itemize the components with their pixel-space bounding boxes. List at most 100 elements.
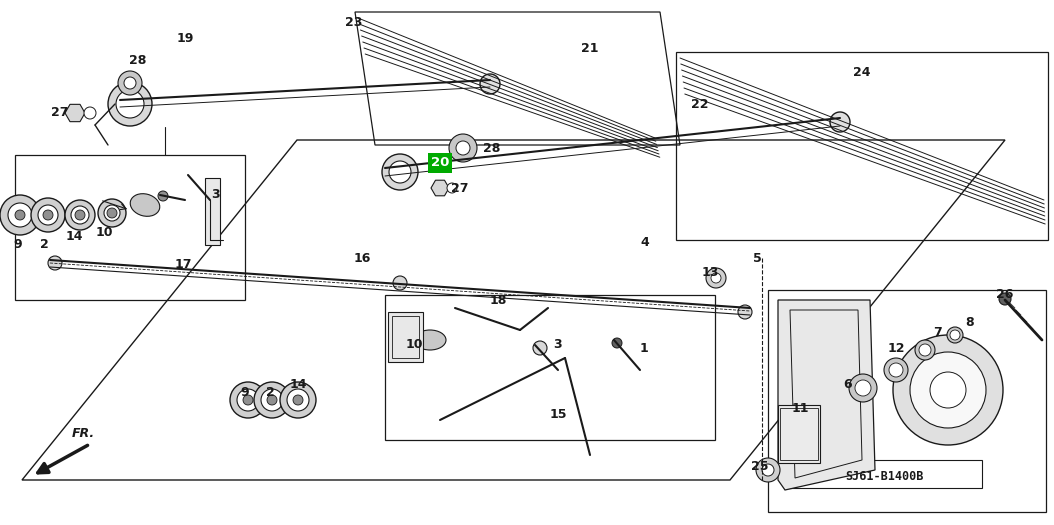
Circle shape — [919, 344, 931, 356]
Circle shape — [910, 352, 985, 428]
Circle shape — [8, 203, 32, 227]
Bar — [15, 155, 245, 300]
Text: 3: 3 — [211, 188, 219, 202]
Text: 22: 22 — [691, 98, 708, 110]
Circle shape — [116, 90, 144, 118]
Text: 21: 21 — [581, 41, 599, 55]
Text: 27: 27 — [451, 182, 469, 194]
Circle shape — [946, 327, 963, 343]
Text: 24: 24 — [854, 66, 871, 79]
Circle shape — [293, 395, 302, 405]
Text: 18: 18 — [489, 293, 507, 307]
Text: 15: 15 — [549, 408, 567, 422]
Circle shape — [84, 107, 96, 119]
Text: 17: 17 — [174, 258, 192, 271]
Text: 27: 27 — [52, 107, 69, 120]
Text: 10: 10 — [405, 339, 423, 352]
Circle shape — [738, 305, 752, 319]
Circle shape — [243, 395, 253, 405]
Circle shape — [254, 382, 290, 418]
Text: 2: 2 — [40, 238, 48, 251]
Text: 11: 11 — [792, 402, 808, 415]
Text: 3: 3 — [553, 338, 563, 351]
Text: 9: 9 — [14, 238, 22, 251]
Text: FR.: FR. — [72, 427, 95, 440]
Text: 14: 14 — [65, 230, 83, 244]
Text: 10: 10 — [95, 226, 113, 238]
Circle shape — [382, 154, 418, 190]
Circle shape — [612, 338, 622, 348]
Text: 4: 4 — [641, 236, 649, 249]
Text: 20: 20 — [431, 156, 449, 170]
Circle shape — [829, 112, 850, 132]
Circle shape — [261, 389, 284, 411]
Circle shape — [71, 206, 89, 224]
Circle shape — [762, 464, 774, 476]
Circle shape — [237, 389, 259, 411]
Text: 9: 9 — [240, 385, 250, 398]
Text: 2: 2 — [266, 385, 274, 398]
Circle shape — [230, 382, 266, 418]
Text: 1: 1 — [640, 341, 648, 354]
Bar — [388, 312, 423, 362]
Circle shape — [447, 183, 457, 193]
Circle shape — [449, 134, 477, 162]
Circle shape — [756, 458, 780, 482]
Bar — [392, 316, 419, 358]
Circle shape — [706, 268, 726, 288]
Text: 26: 26 — [996, 288, 1014, 300]
Polygon shape — [778, 300, 875, 490]
Circle shape — [889, 363, 903, 377]
Circle shape — [930, 372, 967, 408]
Bar — [385, 295, 715, 440]
Ellipse shape — [131, 194, 160, 216]
Text: 8: 8 — [965, 317, 974, 330]
Circle shape — [287, 389, 309, 411]
Circle shape — [456, 141, 470, 155]
Bar — [786, 460, 982, 488]
Text: SJ61-B1400B: SJ61-B1400B — [845, 469, 923, 482]
Text: 6: 6 — [843, 379, 853, 392]
Circle shape — [915, 340, 935, 360]
Circle shape — [104, 205, 120, 221]
Text: 7: 7 — [934, 327, 942, 340]
Bar — [778, 405, 820, 463]
Text: 13: 13 — [701, 266, 719, 278]
Circle shape — [108, 82, 152, 126]
Circle shape — [999, 293, 1011, 305]
Bar — [768, 290, 1046, 512]
Polygon shape — [204, 178, 220, 245]
Circle shape — [48, 256, 62, 270]
Circle shape — [893, 335, 1003, 445]
Circle shape — [480, 74, 500, 94]
Text: 28: 28 — [130, 54, 147, 67]
Circle shape — [31, 198, 65, 232]
Circle shape — [98, 199, 126, 227]
Circle shape — [393, 276, 407, 290]
Text: 23: 23 — [346, 16, 363, 28]
Circle shape — [118, 71, 142, 95]
Circle shape — [108, 208, 117, 218]
Circle shape — [950, 330, 960, 340]
Text: 5: 5 — [753, 251, 761, 265]
Text: 25: 25 — [752, 460, 768, 474]
Circle shape — [884, 358, 907, 382]
Circle shape — [75, 210, 85, 220]
Text: 19: 19 — [176, 32, 194, 45]
Ellipse shape — [414, 330, 446, 350]
Circle shape — [158, 191, 168, 201]
Circle shape — [267, 395, 277, 405]
Circle shape — [533, 341, 547, 355]
Text: 12: 12 — [887, 341, 904, 354]
Circle shape — [38, 205, 58, 225]
Bar — [780, 408, 818, 460]
Circle shape — [65, 200, 95, 230]
Circle shape — [711, 273, 721, 283]
Circle shape — [15, 210, 25, 220]
Circle shape — [855, 380, 871, 396]
Text: 14: 14 — [289, 379, 307, 392]
Text: 28: 28 — [484, 142, 501, 154]
Circle shape — [124, 77, 136, 89]
Circle shape — [850, 374, 877, 402]
Circle shape — [389, 161, 411, 183]
